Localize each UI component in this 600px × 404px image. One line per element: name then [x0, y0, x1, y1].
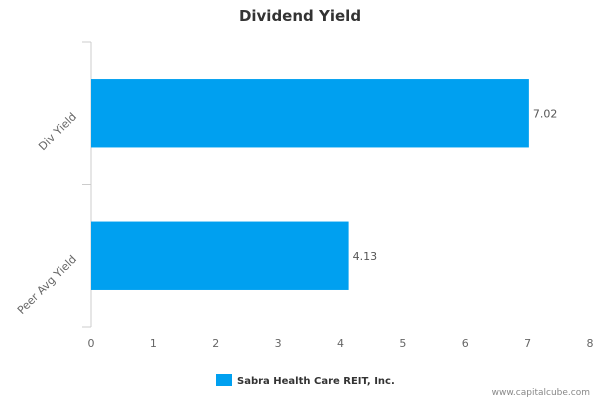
data-label-1: 4.13 — [353, 250, 378, 263]
bar-1 — [91, 221, 349, 290]
chart-title: Dividend Yield — [239, 7, 361, 25]
legend-swatch — [216, 374, 232, 386]
x-tick-label: 1 — [150, 337, 157, 350]
bars — [91, 79, 529, 290]
watermark: www.capitalcube.com — [492, 388, 590, 398]
x-tick-label: 4 — [337, 337, 344, 350]
x-tick-label: 3 — [275, 337, 282, 350]
data-label-0: 7.02 — [533, 107, 558, 120]
legend: Sabra Health Care REIT, Inc. — [216, 374, 395, 387]
x-tick-label: 0 — [88, 337, 95, 350]
category-label-1: Peer Avg Yield — [15, 253, 79, 317]
x-tick-label: 6 — [462, 337, 469, 350]
x-tick-label: 7 — [524, 337, 531, 350]
bar-0 — [91, 79, 529, 148]
x-tick-label: 2 — [212, 337, 219, 350]
x-tick-label: 5 — [399, 337, 406, 350]
legend-label: Sabra Health Care REIT, Inc. — [237, 376, 395, 387]
x-tick-label: 8 — [587, 337, 594, 350]
category-label-0: Div Yield — [36, 110, 79, 153]
